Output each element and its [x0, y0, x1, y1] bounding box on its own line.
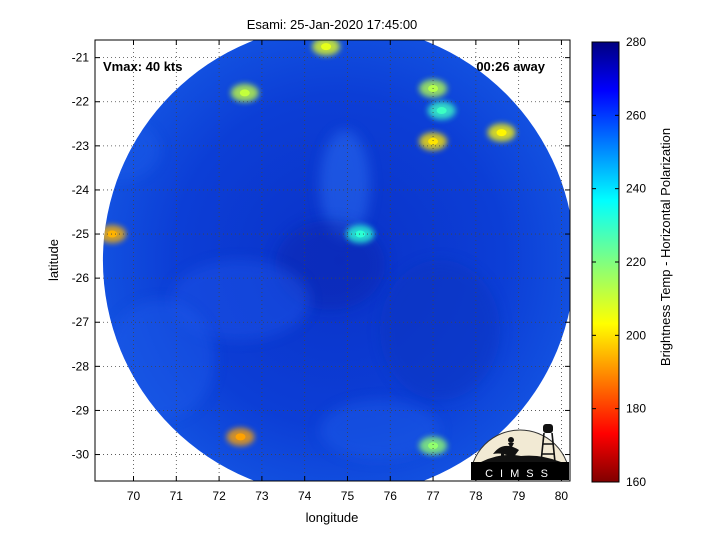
colorbar-tick-label: 240: [626, 182, 646, 196]
feature-core-south-cell: [428, 442, 439, 450]
colorbar-gradient: [591, 41, 620, 483]
x-tick-label: 75: [341, 489, 355, 503]
x-tick-label: 78: [469, 489, 483, 503]
feature-core-north-edge-cloud: [321, 43, 332, 51]
colorbar-label: Brightness Temp - Horizontal Polarizatio…: [658, 128, 673, 366]
x-tick-label: 71: [170, 489, 184, 503]
y-tick-label: -27: [72, 315, 90, 329]
feature-core-nw-cell: [239, 89, 250, 97]
x-tick-label: 70: [127, 489, 141, 503]
axis-ticks: 70 71 72 73 74 75 76 77 78 79 80 -21 -22 -23 -24 -25 -26…: [72, 40, 570, 503]
y-tick-label: -26: [72, 271, 90, 285]
feature-core-ne-band-2: [436, 107, 447, 115]
colorbar-tick-label: 280: [626, 35, 646, 49]
y-tick-label: -23: [72, 139, 90, 153]
colorbar-tick-label: 220: [626, 255, 646, 269]
y-tick-label: -30: [72, 448, 90, 462]
axes-frame: [94, 39, 571, 482]
x-tick-label: 80: [555, 489, 569, 503]
colorbar-tick-label: 180: [626, 402, 646, 416]
x-tick-label: 72: [212, 489, 226, 503]
x-tick-label: 74: [298, 489, 312, 503]
y-tick-label: -22: [72, 95, 90, 109]
y-tick-label: -29: [72, 403, 90, 417]
grid-lines: [95, 40, 570, 481]
feature-core-west-edge: [107, 230, 118, 238]
y-tick-label: -25: [72, 227, 90, 241]
y-tick-label: -24: [72, 183, 90, 197]
vmax-annotation: Vmax: 40 kts: [103, 59, 183, 74]
colorbar-tick-label: 200: [626, 328, 646, 342]
colorbar-tick-label: 160: [626, 475, 646, 489]
logo-text: CIMSS: [485, 468, 555, 480]
x-axis-label: longitude: [306, 510, 359, 525]
feature-core-ne-band-3: [428, 137, 439, 145]
y-tick-label: -21: [72, 51, 90, 65]
x-tick-label: 77: [426, 489, 440, 503]
chart-title: Esami: 25-Jan-2020 17:45:00: [247, 17, 418, 32]
x-tick-label: 76: [384, 489, 398, 503]
convective-features: [102, 40, 516, 455]
feature-core-southwest-cell: [235, 433, 246, 441]
feature-core-eye-wall: [355, 230, 366, 238]
feature-core-east-cell: [496, 129, 507, 137]
colorbar: 160 180 200 220 240 260 280: [591, 35, 646, 489]
colorbar-ticks: 160 180 200 220 240 260 280: [592, 35, 646, 489]
time-away-annotation: 00:26 away: [476, 59, 545, 74]
colorbar-tick-label: 260: [626, 108, 646, 122]
cimss-logo: CIMSS: [471, 424, 569, 480]
y-tick-label: -28: [72, 359, 90, 373]
y-axis-label: latitude: [46, 239, 61, 281]
x-tick-label: 73: [255, 489, 269, 503]
x-tick-label: 79: [512, 489, 526, 503]
